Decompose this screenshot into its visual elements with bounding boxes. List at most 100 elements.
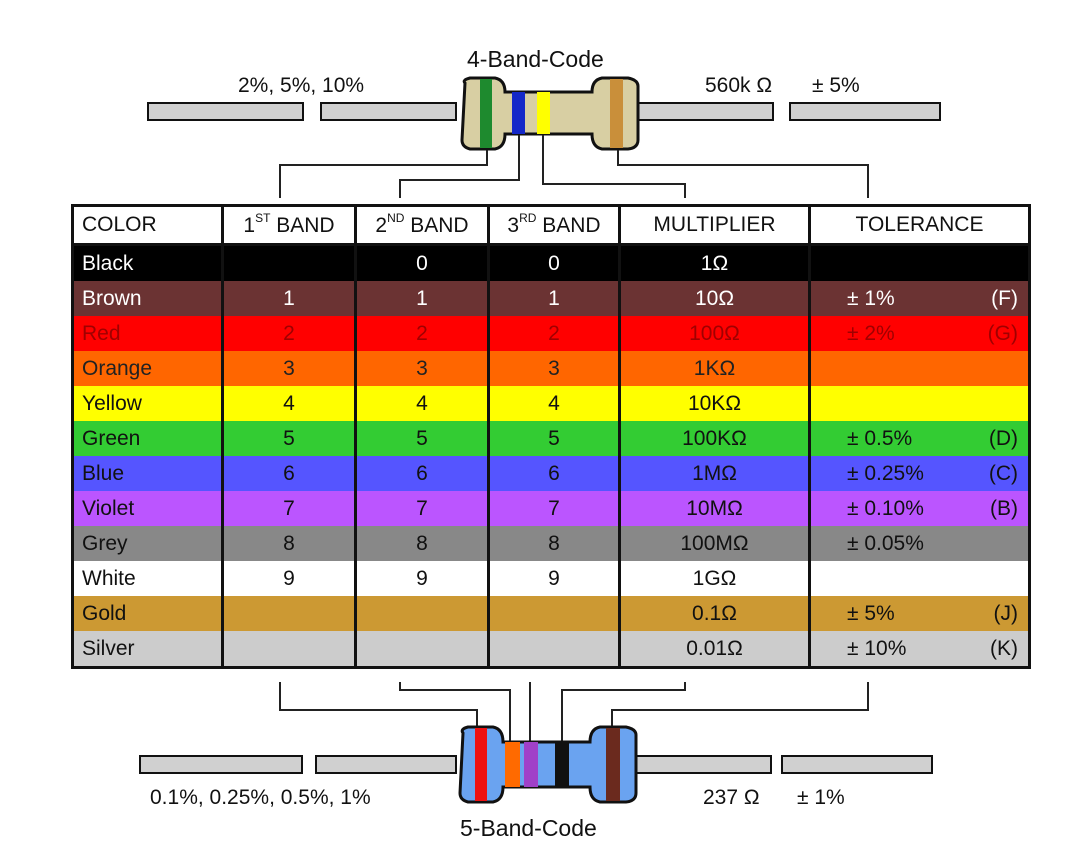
table-row: Orange 3 3 3 1KΩ <box>72 351 1030 386</box>
band-3-cell: 7 <box>487 491 620 526</box>
multiplier-cell: 0.1Ω <box>618 596 810 631</box>
color-code-table: COLOR 1ST BAND 2ND BAND 3RD BAND MULTIPL… <box>71 204 1031 669</box>
band-3-cell: 5 <box>487 421 620 456</box>
multiplier-cell: 100MΩ <box>618 526 810 561</box>
tolerance-percent: ± 0.25% <box>847 461 924 485</box>
tolerance-letter-code: (F) <box>991 286 1018 310</box>
multiplier-cell: 10MΩ <box>618 491 810 526</box>
band-2-cell <box>354 631 489 668</box>
top-band-2 <box>512 92 525 134</box>
multiplier-cell: 10Ω <box>618 281 810 316</box>
band-3-cell <box>487 596 620 631</box>
tolerance-letter-code: (K) <box>990 636 1018 660</box>
tolerance-cell: ± 1% (F) <box>808 281 1030 316</box>
band-1-cell: 2 <box>221 316 356 351</box>
bottom-tolerance-range: 0.1%, 0.25%, 0.5%, 1% <box>150 786 371 809</box>
top-title: 4-Band-Code <box>467 46 604 72</box>
band-3-cell: 9 <box>487 561 620 596</box>
band-3-cell: 8 <box>487 526 620 561</box>
multiplier-cell: 1GΩ <box>618 561 810 596</box>
tolerance-cell: ± 10% (K) <box>808 631 1030 668</box>
multiplier-cell: 100KΩ <box>618 421 810 456</box>
tolerance-cell: ± 0.10% (B) <box>808 491 1030 526</box>
band-1-cell: 7 <box>221 491 356 526</box>
header-color: COLOR <box>72 205 223 246</box>
bottom-lead-left <box>139 755 457 774</box>
bottom-resistor-body <box>458 725 638 804</box>
band-1-cell <box>221 631 356 668</box>
tolerance-letter-code: (G) <box>987 321 1018 345</box>
tolerance-percent: ± 2% <box>847 321 895 345</box>
table-row: Black 0 0 1Ω <box>72 244 1030 281</box>
band-1-cell: 5 <box>221 421 356 456</box>
band-2-cell: 2 <box>354 316 489 351</box>
top-tolerance-range: 2%, 5%, 10% <box>238 74 365 97</box>
bottom-band-5 <box>606 728 620 801</box>
color-name-cell: Brown <box>82 286 142 310</box>
tolerance-cell <box>808 351 1030 386</box>
bottom-title: 5-Band-Code <box>460 815 597 841</box>
bottom-lead-right <box>635 755 933 774</box>
tolerance-cell: ± 0.5% (D) <box>808 421 1030 456</box>
tolerance-cell: ± 2% (G) <box>808 316 1030 351</box>
color-name-cell: Violet <box>82 496 135 520</box>
tolerance-percent: ± 10% <box>847 636 907 660</box>
bottom-tolerance-value: ± 1% <box>797 786 845 809</box>
multiplier-cell: 1Ω <box>618 244 810 281</box>
band-2-cell: 7 <box>354 491 489 526</box>
tolerance-cell: ± 0.25% (C) <box>808 456 1030 491</box>
band-3-cell: 4 <box>487 386 620 421</box>
header-tolerance: TOLERANCE <box>808 205 1030 246</box>
tolerance-cell <box>808 386 1030 421</box>
tolerance-percent: ± 0.10% <box>847 496 924 520</box>
color-name-cell: Black <box>82 251 134 275</box>
band-2-cell: 0 <box>354 244 489 281</box>
top-connectors <box>279 135 869 198</box>
table-body: Black 0 0 1Ω Brown 1 1 1 10Ω ± 1% (F) Red 2 2 2 100Ω ± 2… <box>72 244 1030 668</box>
multiplier-cell: 0.01Ω <box>618 631 810 668</box>
band-3-cell: 3 <box>487 351 620 386</box>
top-tolerance-value: ± 5% <box>812 74 860 97</box>
header-multiplier: MULTIPLIER <box>618 205 810 246</box>
color-name-cell: Gold <box>82 601 127 625</box>
tolerance-letter-code: (B) <box>990 496 1018 520</box>
top-lead-right <box>637 102 941 121</box>
band-1-cell: 1 <box>221 281 356 316</box>
band-3-cell <box>487 631 620 668</box>
band-2-cell <box>354 596 489 631</box>
band-2-cell: 6 <box>354 456 489 491</box>
band-1-cell <box>221 244 356 281</box>
band-1-cell: 6 <box>221 456 356 491</box>
color-name-cell: Green <box>82 426 141 450</box>
table-row: Gold 0.1Ω ± 5% (J) <box>72 596 1030 631</box>
color-name-cell: Silver <box>82 636 135 660</box>
multiplier-cell: 1KΩ <box>618 351 810 386</box>
band-3-cell: 2 <box>487 316 620 351</box>
table-row: Blue 6 6 6 1MΩ ± 0.25% (C) <box>72 456 1030 491</box>
bottom-band-4 <box>555 742 569 787</box>
bottom-resistance-value: 237 Ω <box>703 786 760 809</box>
tolerance-cell <box>808 244 1030 281</box>
header-band-3: 3RD BAND <box>487 205 620 246</box>
top-band-3 <box>537 92 550 134</box>
band-3-cell: 0 <box>487 244 620 281</box>
band-1-cell: 8 <box>221 526 356 561</box>
band-2-cell: 5 <box>354 421 489 456</box>
band-2-cell: 4 <box>354 386 489 421</box>
table-row: White 9 9 9 1GΩ <box>72 561 1030 596</box>
header-band-1: 1ST BAND <box>221 205 356 246</box>
color-name-cell: White <box>82 566 136 590</box>
band-3-cell: 1 <box>487 281 620 316</box>
tolerance-letter-code: (J) <box>993 601 1019 625</box>
table-header-row: COLOR 1ST BAND 2ND BAND 3RD BAND MULTIPL… <box>72 205 1030 246</box>
header-band-2: 2ND BAND <box>354 205 489 246</box>
band-1-cell <box>221 596 356 631</box>
band-2-cell: 9 <box>354 561 489 596</box>
bottom-band-2 <box>505 742 520 787</box>
tolerance-percent: ± 5% <box>847 601 895 625</box>
table-row: Brown 1 1 1 10Ω ± 1% (F) <box>72 281 1030 316</box>
tolerance-cell: ± 5% (J) <box>808 596 1030 631</box>
band-1-cell: 3 <box>221 351 356 386</box>
table-row: Grey 8 8 8 100MΩ ± 0.05% <box>72 526 1030 561</box>
color-name-cell: Grey <box>82 531 128 555</box>
